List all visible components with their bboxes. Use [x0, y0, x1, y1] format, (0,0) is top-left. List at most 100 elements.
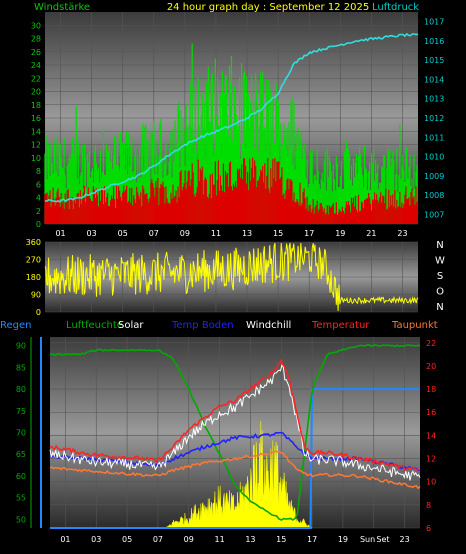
wind-tick-label: 14 — [31, 127, 41, 136]
hour-tick-label: 11 — [211, 229, 221, 238]
humidity-tick-label: 55 — [16, 494, 26, 503]
hour-tick-label: 05 — [122, 535, 132, 544]
pressure-tick-label: 1014 — [424, 75, 444, 84]
wind-tick-label: 6 — [36, 180, 41, 189]
hour-tick-label: 17 — [307, 535, 317, 544]
wind-tick-label: 10 — [31, 154, 41, 163]
pressure-tick-label: 1011 — [424, 133, 444, 142]
solar-area — [164, 420, 313, 529]
wind-tick-label: 24 — [31, 61, 41, 70]
legend-entry: Solar — [118, 320, 144, 331]
wind-tick-label: 4 — [36, 194, 41, 203]
pressure-tick-label: 1010 — [424, 153, 444, 162]
hour-tick-label: 09 — [180, 229, 190, 238]
temperature-tick-label: 22 — [426, 339, 436, 348]
hour-tick-label: 19 — [338, 535, 348, 544]
pressure-tick-label: 1012 — [424, 114, 444, 123]
hour-tick-label: 07 — [149, 229, 159, 238]
direction-tick-label: 90 — [31, 291, 41, 300]
pressure-tick-label: 1008 — [424, 191, 444, 200]
humidity-line — [49, 343, 421, 521]
temperature-plot-area — [50, 337, 420, 528]
pressure-line — [44, 32, 419, 203]
legend-entry: Windchill — [246, 320, 291, 331]
hour-tick-label: 07 — [153, 535, 163, 544]
wind-tick-label: 12 — [31, 141, 41, 150]
hour-tick-label: 01 — [60, 535, 70, 544]
temperature-tick-label: 6 — [426, 524, 431, 533]
wind-tick-label: 8 — [36, 167, 41, 176]
temperature-tick-label: 14 — [426, 431, 436, 440]
hour-tick-label: 17 — [304, 229, 314, 238]
pressure-tick-label: 1007 — [424, 210, 444, 219]
wind-tick-label: 30 — [31, 21, 41, 30]
wind-pressure-chart: Windstärke 24 hour graph day : September… — [31, 2, 445, 238]
wind-tick-label: 20 — [31, 88, 41, 97]
hour-tick-label: 09 — [184, 535, 194, 544]
hour-tick-label: 13 — [245, 535, 255, 544]
rain-line — [50, 388, 420, 529]
hour-tick-label: 21 — [366, 229, 376, 238]
direction-line — [44, 242, 419, 312]
hour-tick-label: Sun — [360, 535, 375, 544]
pressure-axis-title: Luftdruck — [372, 2, 419, 13]
average-wind-series — [44, 157, 418, 224]
temperature-tick-label: 20 — [426, 362, 436, 371]
direction-tick-label: 180 — [26, 273, 41, 282]
wind-tick-label: 26 — [31, 48, 41, 57]
temperature-tick-label: 16 — [426, 408, 436, 417]
humidity-tick-label: 90 — [16, 342, 26, 351]
direction-tick-label: 360 — [26, 238, 41, 247]
pressure-tick-label: 1013 — [424, 95, 444, 104]
legend-entry: Regen — [0, 320, 32, 331]
hour-tick-label: 15 — [273, 229, 283, 238]
temperature-line — [49, 358, 421, 471]
wind-tick-label: 28 — [31, 35, 41, 44]
wind-tick-label: 0 — [36, 220, 41, 229]
wind-tick-label: 22 — [31, 74, 41, 83]
hour-tick-label: 03 — [91, 535, 101, 544]
direction-tick-label: 0 — [36, 308, 41, 317]
hour-tick-label: 15 — [276, 535, 286, 544]
pressure-tick-label: 1016 — [424, 37, 444, 46]
hour-tick-label: 11 — [214, 535, 224, 544]
compass-label: N — [436, 302, 443, 313]
hour-tick-label: 19 — [335, 229, 345, 238]
compass-label: O — [436, 287, 444, 298]
compass-label: N — [436, 240, 443, 251]
hour-tick-label: 03 — [87, 229, 97, 238]
humidity-tick-label: 50 — [16, 515, 26, 524]
hour-tick-label: 13 — [242, 229, 252, 238]
wind-tick-label: 2 — [36, 207, 41, 216]
humidity-tick-label: 85 — [16, 363, 26, 372]
windchill-line — [49, 363, 421, 481]
humidity-tick-label: 65 — [16, 450, 26, 459]
temperature-tick-label: 12 — [426, 455, 436, 464]
pressure-tick-label: 1009 — [424, 172, 444, 181]
dewpoint-line — [49, 450, 421, 490]
compass-label: S — [437, 271, 443, 282]
compass-label: W — [435, 256, 445, 267]
legend-entry: Luftfeuchte — [66, 320, 123, 331]
pressure-tick-label: 1017 — [424, 18, 444, 27]
hour-tick-label: Set — [376, 535, 389, 544]
chart-title: 24 hour graph day : September 12 2025 — [167, 2, 369, 13]
temperature-tick-label: 8 — [426, 501, 431, 510]
temperature-tick-label: 18 — [426, 385, 436, 394]
hour-tick-label: 05 — [118, 229, 128, 238]
hour-tick-label: 01 — [55, 229, 65, 238]
hour-tick-label: 23 — [399, 535, 409, 544]
humidity-tick-label: 70 — [16, 429, 26, 438]
temperature-tick-label: 10 — [426, 478, 436, 487]
humidity-tick-label: 60 — [16, 472, 26, 481]
legend-entry: Temperatur — [311, 320, 370, 331]
direction-tick-label: 270 — [26, 256, 41, 265]
humidity-tick-label: 80 — [16, 385, 26, 394]
wind-tick-label: 18 — [31, 101, 41, 110]
legend-entry: Taupunkt — [391, 320, 438, 331]
wind-tick-label: 16 — [31, 114, 41, 123]
pressure-tick-label: 1015 — [424, 56, 444, 65]
